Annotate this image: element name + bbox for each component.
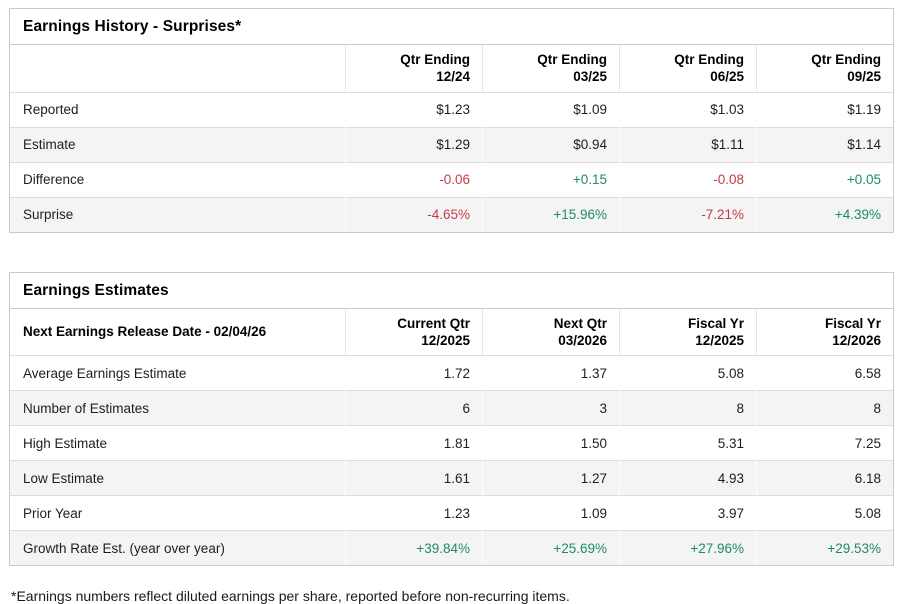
cell-value: 1.23 — [345, 495, 483, 531]
cell-value: +0.05 — [756, 162, 893, 198]
cell-value: 6.18 — [756, 460, 893, 496]
cell-value: +15.96% — [482, 197, 620, 232]
column-header: Fiscal Yr 12/2026 — [756, 308, 893, 356]
cell-value: -4.65% — [345, 197, 483, 232]
cell-value: 1.50 — [482, 425, 620, 461]
earnings-history-panel: Earnings History - Surprises* Qtr Ending… — [9, 8, 894, 233]
earnings-estimates-panel: Earnings Estimates Next Earnings Release… — [9, 271, 894, 567]
cell-value: 8 — [756, 390, 893, 426]
cell-value: 5.08 — [619, 355, 757, 391]
table-row: Low Estimate 1.61 1.27 4.93 6.18 — [10, 460, 893, 496]
cell-value: 1.72 — [345, 355, 483, 391]
cell-value: 1.09 — [482, 495, 620, 531]
row-label: Prior Year — [23, 505, 83, 521]
column-header: Qtr Ending 09/25 — [756, 45, 893, 93]
header-row: Qtr Ending 12/24 Qtr Ending 03/25 Qtr En… — [10, 45, 893, 93]
cell-value: 6 — [345, 390, 483, 426]
table-row: High Estimate 1.81 1.50 5.31 7.25 — [10, 425, 893, 461]
row-label: High Estimate — [23, 435, 108, 451]
cell-value: +39.84% — [345, 530, 483, 566]
column-header: Fiscal Yr 12/2025 — [619, 308, 757, 356]
row-label: Difference — [23, 172, 85, 188]
cell-value: $1.09 — [482, 92, 620, 128]
column-header: Current Qtr 12/2025 — [345, 308, 483, 356]
cell-value: +29.53% — [756, 530, 893, 566]
cell-value: -0.08 — [619, 162, 757, 198]
cell-value: 4.93 — [619, 460, 757, 496]
cell-value: 1.27 — [482, 460, 620, 496]
cell-value: +0.15 — [482, 162, 620, 198]
column-header: Next Qtr 03/2026 — [482, 308, 620, 356]
column-header: Qtr Ending 12/24 — [345, 45, 483, 93]
cell-value: $0.94 — [482, 127, 620, 163]
table-row: Difference -0.06 +0.15 -0.08 +0.05 — [10, 162, 893, 198]
cell-value: $1.19 — [756, 92, 893, 128]
row-label: Number of Estimates — [23, 400, 150, 416]
cell-value: 3.97 — [619, 495, 757, 531]
cell-value: 8 — [619, 390, 757, 426]
cell-value: +27.96% — [619, 530, 757, 566]
cell-value: $1.14 — [756, 127, 893, 163]
cell-value: 3 — [482, 390, 620, 426]
cell-value: 7.25 — [756, 425, 893, 461]
cell-value: 5.31 — [619, 425, 757, 461]
cell-value: $1.23 — [345, 92, 483, 128]
cell-value: $1.03 — [619, 92, 757, 128]
table-row: Prior Year 1.23 1.09 3.97 5.08 — [10, 495, 893, 531]
table-row: Estimate $1.29 $0.94 $1.11 $1.14 — [10, 127, 893, 163]
cell-value: $1.11 — [619, 127, 757, 163]
row-label: Surprise — [23, 207, 74, 223]
cell-value: +4.39% — [756, 197, 893, 232]
cell-value: 1.61 — [345, 460, 483, 496]
panel-spacer — [9, 233, 894, 272]
header-row: Next Earnings Release Date - 02/04/26 Cu… — [10, 308, 893, 356]
cell-value: 5.08 — [756, 495, 893, 531]
cell-value: -7.21% — [619, 197, 757, 232]
row-label: Reported — [23, 102, 79, 118]
cell-value: +25.69% — [482, 530, 620, 566]
next-earnings-release-date: Next Earnings Release Date - 02/04/26 — [23, 324, 267, 340]
earnings-estimates-table: Next Earnings Release Date - 02/04/26 Cu… — [10, 308, 893, 566]
column-header: Qtr Ending 06/25 — [619, 45, 757, 93]
corner-cell — [10, 45, 346, 92]
table-row: Number of Estimates 6 3 8 8 — [10, 390, 893, 426]
row-label: Estimate — [23, 137, 76, 153]
earnings-history-table: Qtr Ending 12/24 Qtr Ending 03/25 Qtr En… — [10, 45, 893, 232]
table-row: Reported $1.23 $1.09 $1.03 $1.19 — [10, 92, 893, 128]
cell-value: 1.37 — [482, 355, 620, 391]
table-row: Surprise -4.65% +15.96% -7.21% +4.39% — [10, 197, 893, 232]
table-title: Earnings Estimates — [10, 273, 893, 309]
table-title: Earnings History - Surprises* — [10, 9, 893, 45]
cell-value: -0.06 — [345, 162, 483, 198]
cell-value: 6.58 — [756, 355, 893, 391]
footnote: *Earnings numbers reflect diluted earnin… — [11, 588, 570, 604]
cell-value: 1.81 — [345, 425, 483, 461]
row-label: Average Earnings Estimate — [23, 365, 187, 381]
row-label: Growth Rate Est. (year over year) — [23, 540, 225, 556]
row-label: Low Estimate — [23, 470, 105, 486]
table-row: Growth Rate Est. (year over year) +39.84… — [10, 530, 893, 566]
table-row: Average Earnings Estimate 1.72 1.37 5.08… — [10, 355, 893, 391]
column-header: Qtr Ending 03/25 — [482, 45, 620, 93]
cell-value: $1.29 — [345, 127, 483, 163]
